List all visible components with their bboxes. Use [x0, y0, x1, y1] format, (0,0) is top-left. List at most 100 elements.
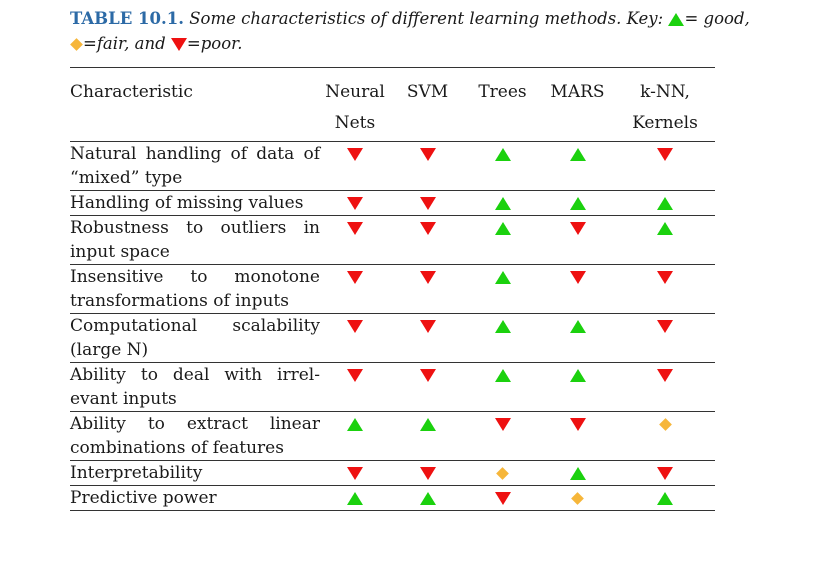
poor-triangle-icon [419, 271, 436, 284]
rating-cell [465, 486, 540, 511]
row-characteristic: Insensitive to monotone transformations … [70, 267, 320, 311]
poor-triangle-icon [170, 38, 187, 51]
poor-triangle-icon [347, 320, 363, 333]
header-row: Characteristic Neural Nets SVM Trees MARS… [70, 67, 715, 142]
row-characteristic: Computational scalability (large N) [70, 316, 320, 360]
fair-diamond-icon [70, 38, 83, 51]
table-row: Insensitive to monotone transformations … [70, 265, 715, 314]
poor-triangle-icon [657, 320, 673, 333]
poor-triangle-icon [347, 148, 363, 161]
poor-triangle-icon [347, 222, 363, 235]
table-row: Robustness to outliers in input space [70, 216, 715, 265]
caption-good: = good, [684, 9, 750, 28]
rating-cell [390, 216, 465, 265]
rating-cell [320, 314, 390, 363]
row-characteristic: Natural handling of data of “mixed” type [70, 144, 320, 188]
rating-cell [540, 216, 615, 265]
header-mars: MARS [550, 82, 605, 102]
rating-cell [615, 191, 715, 216]
table-label: TABLE 10.1. [70, 9, 184, 28]
table-row: Computational scalability (large N) [70, 314, 715, 363]
good-triangle-icon [657, 197, 673, 210]
row-characteristic: Predictive power [70, 488, 217, 508]
rating-cell [540, 142, 615, 191]
table-row: Ability to deal with irrel-evant inputs [70, 363, 715, 412]
poor-triangle-icon [657, 369, 673, 382]
rating-cell [615, 142, 715, 191]
poor-triangle-icon [657, 271, 673, 284]
poor-triangle-icon [347, 197, 363, 210]
good-triangle-icon [569, 467, 586, 480]
row-characteristic: Ability to extract linear combinations o… [70, 414, 320, 458]
good-triangle-icon [668, 13, 685, 26]
table-row: Interpretability [70, 461, 715, 486]
rating-cell [465, 191, 540, 216]
poor-triangle-icon [494, 492, 511, 505]
table-caption: TABLE 10.1. Some characteristics of diff… [70, 6, 770, 56]
fair-diamond-icon [496, 467, 509, 480]
table-row: Predictive power [70, 486, 715, 511]
good-triangle-icon [657, 492, 673, 505]
rating-cell [390, 142, 465, 191]
good-triangle-icon [419, 418, 436, 431]
rating-cell [465, 216, 540, 265]
poor-triangle-icon [419, 148, 436, 161]
good-triangle-icon [494, 222, 511, 235]
good-triangle-icon [569, 369, 586, 382]
table-row: Natural handling of data of “mixed” type [70, 142, 715, 191]
rating-cell [540, 461, 615, 486]
poor-triangle-icon [419, 369, 436, 382]
poor-triangle-icon [347, 467, 363, 480]
poor-triangle-icon [347, 271, 363, 284]
good-triangle-icon [494, 271, 511, 284]
header-characteristic: Characteristic [70, 82, 193, 102]
good-triangle-icon [494, 197, 511, 210]
rating-cell [320, 412, 390, 461]
poor-triangle-icon [657, 467, 673, 480]
poor-triangle-icon [569, 222, 586, 235]
table-row: Ability to extract linear combinations o… [70, 412, 715, 461]
rating-cell [320, 142, 390, 191]
caption-text: Some characteristics of different learni… [189, 9, 664, 28]
rating-cell [615, 314, 715, 363]
rating-cell [320, 461, 390, 486]
poor-triangle-icon [347, 369, 363, 382]
rating-cell [320, 191, 390, 216]
poor-triangle-icon [494, 418, 511, 431]
good-triangle-icon [569, 148, 586, 161]
rating-cell [320, 363, 390, 412]
rating-cell [615, 486, 715, 511]
rating-cell [465, 265, 540, 314]
good-triangle-icon [347, 418, 363, 431]
poor-triangle-icon [569, 271, 586, 284]
good-triangle-icon [419, 492, 436, 505]
row-characteristic: Handling of missing values [70, 193, 304, 213]
good-triangle-icon [494, 148, 511, 161]
row-characteristic: Ability to deal with irrel-evant inputs [70, 365, 320, 409]
header-trees: Trees [478, 82, 527, 102]
fair-diamond-icon [658, 418, 672, 431]
poor-triangle-icon [419, 197, 436, 210]
rating-cell [465, 412, 540, 461]
row-characteristic: Interpretability [70, 463, 203, 483]
rating-cell [465, 461, 540, 486]
rating-cell [615, 412, 715, 461]
header-neural-nets: Neural Nets [325, 82, 385, 133]
rating-cell [465, 314, 540, 363]
good-triangle-icon [494, 320, 511, 333]
rating-cell [465, 363, 540, 412]
good-triangle-icon [569, 320, 586, 333]
rating-cell [465, 142, 540, 191]
rating-cell [320, 265, 390, 314]
caption-fair: =fair, and [83, 34, 166, 53]
header-knn-kernels: k-NN, Kernels [632, 82, 698, 133]
rating-cell [390, 486, 465, 511]
comparison-table: Characteristic Neural Nets SVM Trees MARS… [70, 67, 715, 511]
good-triangle-icon [657, 222, 673, 235]
poor-triangle-icon [419, 467, 436, 480]
good-triangle-icon [569, 197, 586, 210]
fair-diamond-icon [571, 492, 584, 505]
rating-cell [615, 265, 715, 314]
poor-triangle-icon [657, 148, 673, 161]
rating-cell [540, 314, 615, 363]
